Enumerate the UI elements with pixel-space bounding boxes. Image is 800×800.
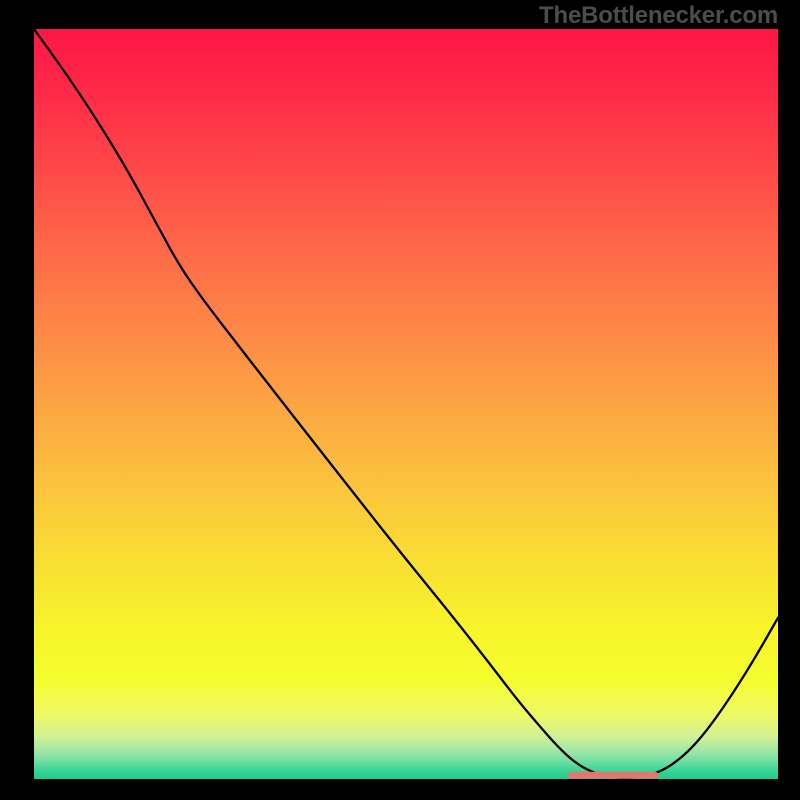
optimum-marker — [568, 772, 659, 779]
chart-plot — [34, 29, 778, 779]
gradient-background — [34, 29, 778, 779]
watermark-text: TheBottlenecker.com — [539, 2, 778, 30]
